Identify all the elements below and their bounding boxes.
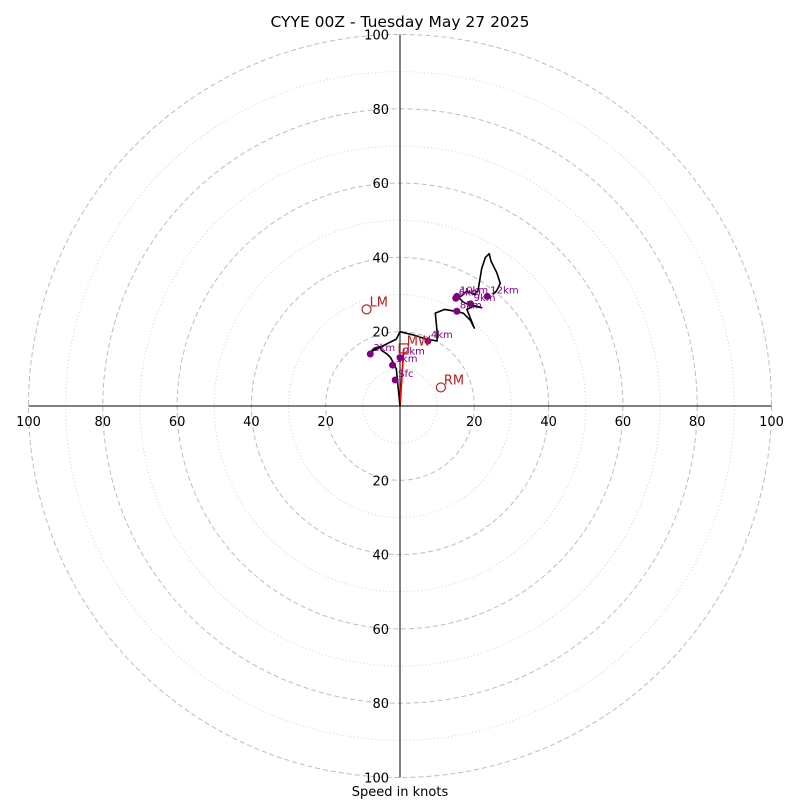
tick-label-south: 40: [372, 549, 389, 564]
tick-label-north: 20: [372, 326, 389, 341]
height-marker-label: 1km: [396, 354, 418, 365]
height-marker-label: 6km: [459, 287, 481, 298]
tick-label-east: 80: [689, 415, 706, 430]
tick-label-west: 40: [243, 415, 260, 430]
tick-label-south: 100: [364, 772, 389, 787]
storm-motion-label: RM: [444, 373, 464, 388]
storm-motion-layer: RM LM MW: [361, 295, 464, 393]
tick-label-south: 80: [372, 697, 389, 712]
height-marker-label: 3km: [373, 343, 395, 354]
mean-wind-marker: [398, 343, 409, 354]
storm-motion-marker: [361, 304, 372, 315]
height-marker-label: 10km: [460, 285, 488, 296]
tick-label-west: 20: [317, 415, 334, 430]
tick-label-south: 20: [372, 474, 389, 489]
height-marker-label: 2km: [403, 347, 425, 358]
height-marker-dot: [396, 354, 404, 362]
height-marker-dot: [424, 337, 432, 345]
height-marker-label: 12km: [490, 285, 518, 296]
tick-label-south: 60: [372, 623, 389, 638]
height-marker-dot: [366, 350, 374, 358]
tick-label-west: 100: [16, 415, 41, 430]
tick-label-west: 80: [95, 415, 112, 430]
height-marker-dot: [389, 361, 397, 369]
height-marker-dot: [453, 307, 461, 315]
tick-label-west: 60: [169, 415, 186, 430]
tick-label-north: 80: [372, 103, 389, 118]
height-marker-label: Sfc: [398, 369, 413, 380]
tick-label-east: 100: [759, 415, 784, 430]
tick-label-east: 20: [466, 415, 483, 430]
height-marker-dot: [453, 292, 461, 300]
tick-labels: 20 20 20 20 40 40 40 40 60 60 60 60 80 80 80 80 100 100 10…: [16, 29, 784, 787]
storm-motion-label: LM: [370, 295, 388, 310]
height-markers-layer: Sfc1km2km3km4km6km8km9km10km12km: [366, 285, 519, 384]
storm-motion-marker: [435, 382, 446, 393]
tick-label-east: 60: [615, 415, 632, 430]
storm-motion-label: MW: [407, 334, 431, 349]
tick-label-north: 40: [372, 251, 389, 266]
height-marker-dot: [391, 376, 399, 384]
height-marker-label: 4km: [431, 330, 453, 341]
tick-label-north: 100: [364, 29, 389, 44]
chart-title: CYYE 00Z - Tuesday May 27 2025: [270, 13, 529, 31]
tick-label-north: 60: [372, 177, 389, 192]
wind-profile-line: [369, 252, 502, 407]
height-marker-dot: [483, 292, 491, 300]
wind-profile-layer: [369, 252, 502, 407]
height-marker-dot: [467, 300, 475, 308]
tick-label-east: 40: [540, 415, 557, 430]
x-axis-label: Speed in knots: [352, 785, 449, 800]
